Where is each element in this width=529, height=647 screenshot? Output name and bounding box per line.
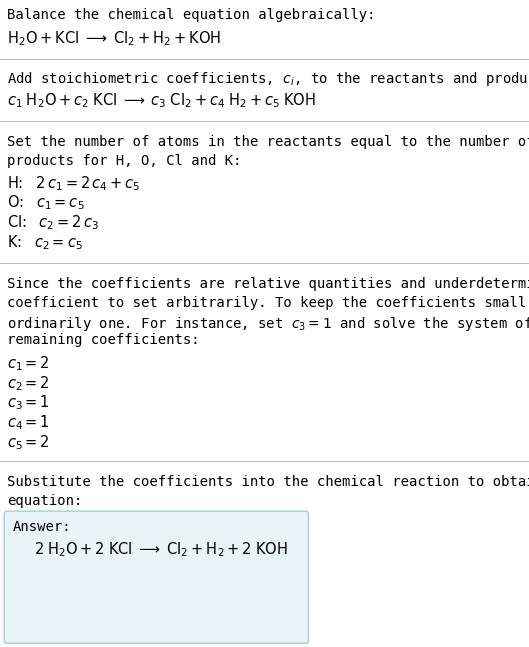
Text: $\mathsf{H_2O + KCl}$$\;\mathsf{\longrightarrow}\;$$\mathsf{Cl_2 + H_2 + KOH}$: $\mathsf{H_2O + KCl}$$\;\mathsf{\longrig… [7,29,221,48]
Text: Answer:: Answer: [13,520,72,534]
Text: $c_5 = 2$: $c_5 = 2$ [7,433,50,452]
Text: $c_1\;\mathsf{H_2O} + c_2\;\mathsf{KCl}\;\longrightarrow\; c_3\;\mathsf{Cl_2} + : $c_1\;\mathsf{H_2O} + c_2\;\mathsf{KCl}\… [7,91,316,110]
Text: equation:: equation: [7,494,82,507]
Text: K: $\;\;c_2 = c_5$: K: $\;\;c_2 = c_5$ [7,233,83,252]
FancyBboxPatch shape [4,511,308,643]
Text: Since the coefficients are relative quantities and underdetermined, choose a: Since the coefficients are relative quan… [7,277,529,291]
Text: Balance the chemical equation algebraically:: Balance the chemical equation algebraica… [7,8,376,23]
Text: Substitute the coefficients into the chemical reaction to obtain the balanced: Substitute the coefficients into the che… [7,475,529,488]
Text: $c_1 = 2$: $c_1 = 2$ [7,354,50,373]
Text: remaining coefficients:: remaining coefficients: [7,333,199,347]
Text: Add stoichiometric coefficients, $\mathit{c}_{\mathit{i}}$, to the reactants and: Add stoichiometric coefficients, $\mathi… [7,71,529,89]
Text: $c_3 = 1$: $c_3 = 1$ [7,393,50,412]
Text: products for H, O, Cl and K:: products for H, O, Cl and K: [7,154,241,168]
Text: $c_2 = 2$: $c_2 = 2$ [7,374,50,393]
Text: Cl: $\;\;c_2 = 2\,c_3$: Cl: $\;\;c_2 = 2\,c_3$ [7,214,99,232]
Text: O: $\;\;c_1 = c_5$: O: $\;\;c_1 = c_5$ [7,193,85,212]
Text: Set the number of atoms in the reactants equal to the number of atoms in the: Set the number of atoms in the reactants… [7,135,529,149]
Text: coefficient to set arbitrarily. To keep the coefficients small, the arbitrary va: coefficient to set arbitrarily. To keep … [7,296,529,310]
Text: $c_4 = 1$: $c_4 = 1$ [7,413,50,432]
Text: H: $\;\;2\,c_1 = 2\,c_4 + c_5$: H: $\;\;2\,c_1 = 2\,c_4 + c_5$ [7,174,140,193]
Text: $2\;\mathsf{H_2O} + 2\;\mathsf{KCl}\;\longrightarrow\;\mathsf{Cl_2 + H_2} + 2\;\: $2\;\mathsf{H_2O} + 2\;\mathsf{KCl}\;\lo… [34,541,288,560]
Text: ordinarily one. For instance, set $c_3 = 1$ and solve the system of equations fo: ordinarily one. For instance, set $c_3 =… [7,314,529,333]
